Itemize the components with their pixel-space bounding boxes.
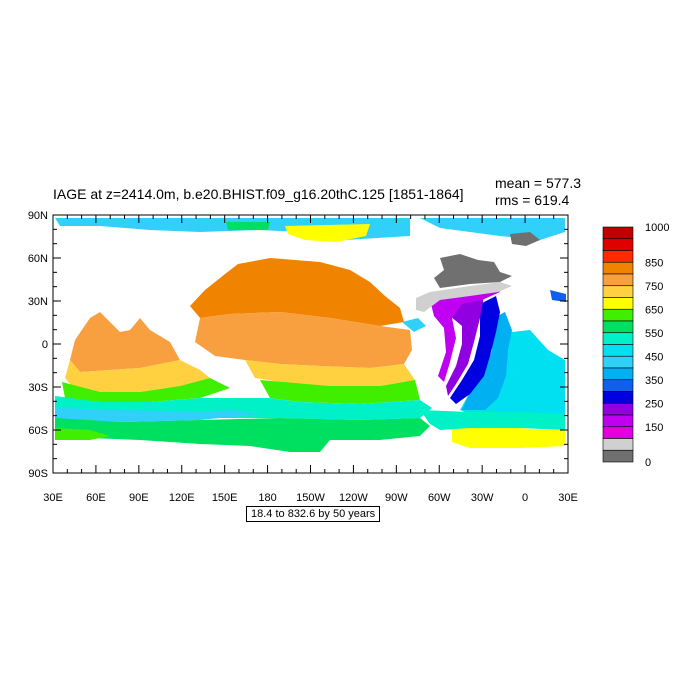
lat-tick-label: 90N	[28, 210, 48, 222]
colorbar-swatch	[602, 261, 634, 275]
colorbar: 1000 850 750 650 550 450 350 250 150 0	[602, 222, 669, 469]
lon-tick-label: 150W	[296, 492, 325, 504]
atlantic-blue-band	[462, 312, 512, 410]
arctic-yellow	[285, 224, 370, 242]
axis-ticks: 90N 60N 30N 0 30S 60S 90S 30E 60E 90E 120E 150E 180 1…	[28, 210, 578, 504]
lon-tick-label: 60E	[86, 492, 106, 504]
lon-tick-label: 180	[258, 492, 276, 504]
labrador-dark-gray	[434, 254, 512, 288]
lat-tick-label: 30S	[28, 382, 48, 394]
lon-tick-label: 30W	[471, 492, 494, 504]
med-cyan	[402, 318, 426, 332]
colorbar-swatch	[602, 238, 634, 251]
pacific-yellow-band	[245, 360, 415, 386]
mean-stat: mean = 577.3	[495, 175, 582, 191]
atlantic-light-gray	[416, 282, 512, 312]
ocean-field	[55, 218, 566, 452]
colorbar-swatch	[602, 332, 634, 345]
colorbar-swatch	[602, 226, 634, 240]
lon-tick-label: 60W	[428, 492, 451, 504]
plot-title: IAGE at z=2414.0m, b.e20.BHIST.f09_g16.2…	[53, 186, 464, 202]
colorbar-label: 0	[645, 457, 651, 469]
lon-tick-label: 90W	[385, 492, 408, 504]
lon-tick-label: 0	[522, 492, 528, 504]
east-atlantic-blue	[550, 290, 566, 302]
colorbar-swatch	[602, 438, 634, 451]
colorbar-swatch	[602, 308, 634, 322]
colorbar-swatch	[602, 391, 634, 404]
south-pacific-green	[260, 380, 420, 404]
colorbar-swatch	[602, 426, 634, 439]
weddell-yellow	[452, 426, 565, 448]
north-pacific-field	[190, 258, 404, 326]
lat-tick-label: 60N	[28, 253, 48, 265]
indian-ocean-yellow	[65, 360, 210, 392]
colorbar-swatch	[602, 344, 634, 357]
colorbar-swatch	[602, 273, 634, 287]
colorbar-swatch	[602, 355, 634, 369]
colorbar-swatch	[602, 297, 634, 310]
weddell-cyan	[420, 410, 565, 430]
greenland-gray	[510, 232, 540, 246]
lon-tick-label: 120E	[169, 492, 195, 504]
atlantic-dark-blue	[450, 296, 500, 404]
lon-tick-label: 90E	[129, 492, 149, 504]
arctic-green	[226, 222, 270, 230]
colorbar-label: 350	[645, 375, 663, 387]
atlantic-purple	[440, 296, 484, 396]
indian-ocean-green	[62, 378, 230, 402]
atlantic-magenta	[430, 288, 500, 382]
colorbar-swatch	[602, 449, 634, 463]
colorbar-swatch	[602, 250, 634, 263]
colorbar-label: 250	[645, 398, 663, 410]
equatorial-pacific-field	[195, 312, 412, 368]
lat-tick-label: 90S	[28, 468, 48, 480]
colorbar-swatch	[602, 367, 634, 381]
colorbar-swatch	[602, 414, 634, 428]
lon-tick-label: 30E	[558, 492, 578, 504]
colorbar-swatch	[602, 320, 634, 334]
lat-tick-label: 30N	[28, 296, 48, 308]
colorbar-label: 750	[645, 281, 663, 293]
arctic-atlantic	[420, 218, 565, 240]
rms-stat: rms = 619.4	[495, 192, 570, 208]
colorbar-label: 550	[645, 328, 663, 340]
lat-tick-label: 60S	[28, 425, 48, 437]
lon-tick-label: 30E	[43, 492, 63, 504]
southern-ocean-lime	[55, 428, 110, 440]
lat-tick-label: 0	[42, 339, 48, 351]
colorbar-label: 850	[645, 257, 663, 269]
southern-ocean-lightblue	[55, 408, 260, 422]
colorbar-swatch	[602, 285, 634, 298]
southern-ocean-green	[55, 418, 430, 452]
indian-ocean-north	[70, 312, 180, 372]
colorbar-label: 1000	[645, 222, 669, 234]
lon-tick-label: 120W	[339, 492, 368, 504]
contour-info: 18.4 to 832.6 by 50 years	[246, 506, 381, 522]
colorbar-label: 650	[645, 304, 663, 316]
colorbar-swatch	[602, 379, 634, 392]
colorbar-label: 450	[645, 351, 663, 363]
colorbar-swatch	[602, 402, 634, 416]
colorbar-label: 150	[645, 422, 663, 434]
lon-tick-label: 150E	[212, 492, 238, 504]
